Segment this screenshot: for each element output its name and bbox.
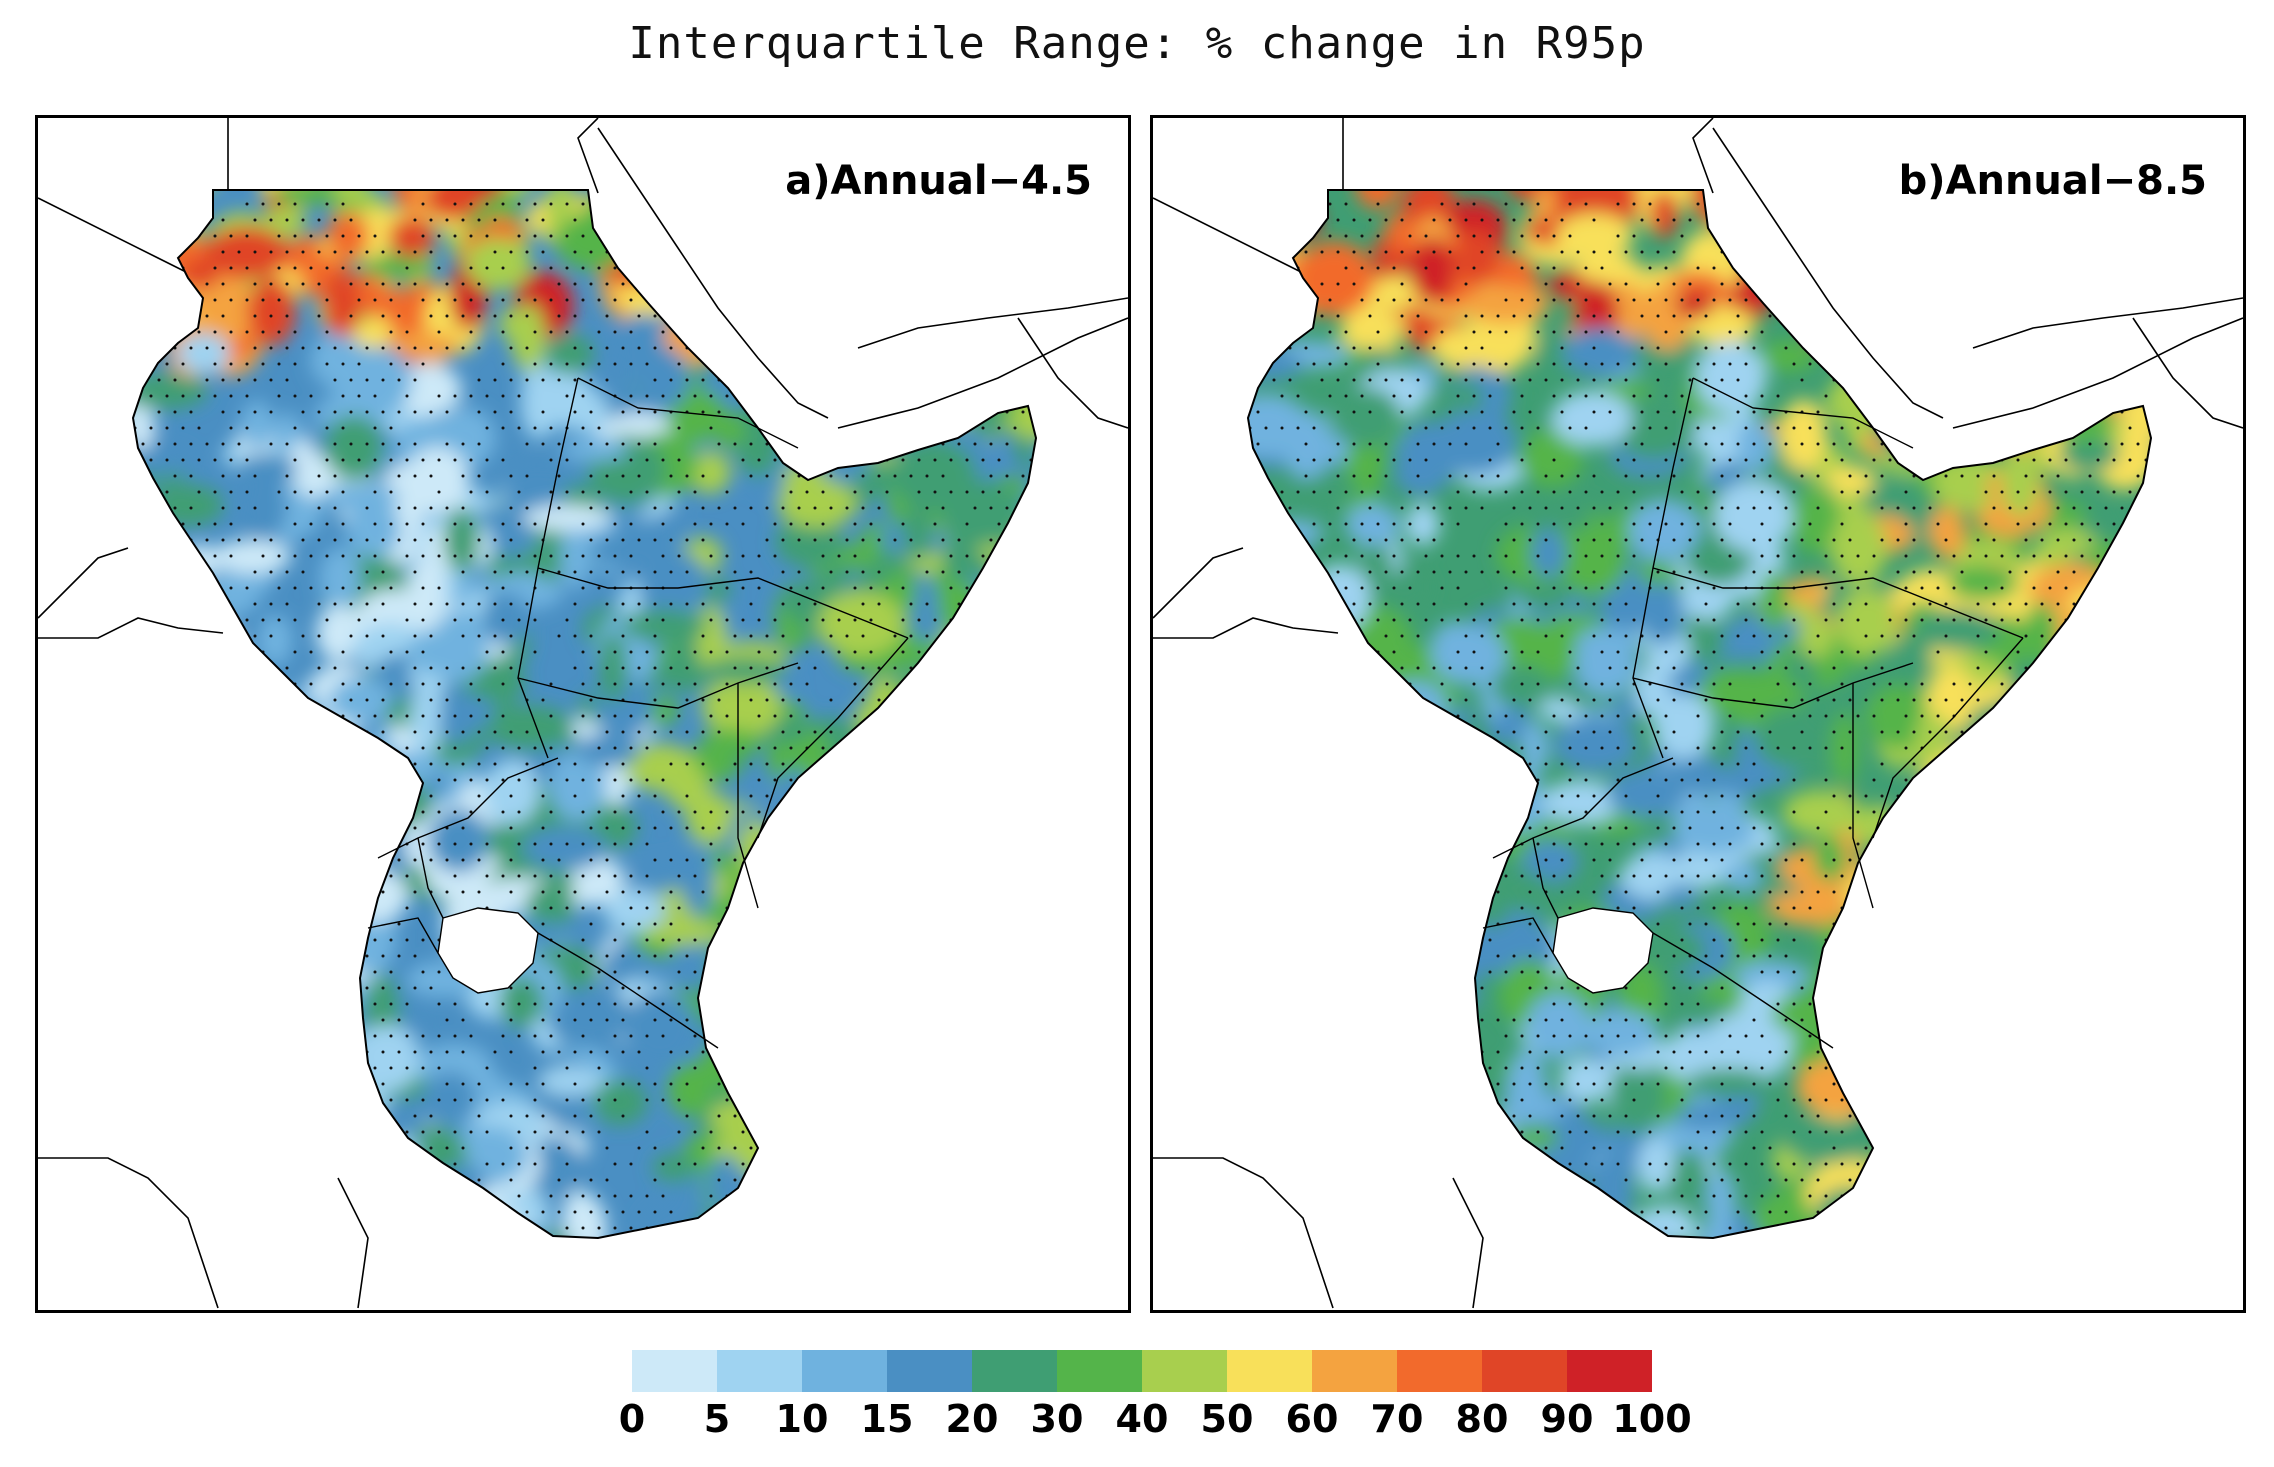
colorbar-tick-label: 90: [1540, 1397, 1594, 1441]
colorbar-tick-label: 40: [1115, 1397, 1169, 1441]
colorbar-tick-label: 80: [1455, 1397, 1509, 1441]
colorbar-tick-label: 50: [1200, 1397, 1254, 1441]
background-coastline: [1952, 317, 2243, 429]
colorbar-swatch: [972, 1350, 1057, 1392]
country-border: [1652, 567, 2024, 639]
map-panel-b: b)Annual−8.5: [1150, 115, 2246, 1313]
country-border: [517, 662, 799, 709]
background-coastline: [1153, 617, 1339, 639]
country-border: [367, 917, 439, 954]
colorbar-tick-label: 30: [1030, 1397, 1084, 1441]
background-coastline: [577, 118, 599, 194]
map-canvas-a: [38, 118, 1128, 1309]
background-coastline: [38, 1157, 219, 1309]
colorbar-swatch: [632, 1350, 717, 1392]
colorbar-swatch: [1057, 1350, 1142, 1392]
colorbar-swatch: [1397, 1350, 1482, 1392]
colorbar-tick-label: 0: [618, 1397, 646, 1441]
background-coastline: [1153, 1157, 1334, 1309]
background-coastline: [1017, 317, 1128, 429]
colorbar-swatch: [887, 1350, 972, 1392]
map-panel-a: a)Annual−4.5: [35, 115, 1131, 1313]
country-border: [1482, 917, 1554, 954]
country-border: [737, 683, 759, 909]
country-border: [1632, 662, 1914, 709]
background-coastline: [337, 1177, 369, 1309]
background-coastline: [857, 297, 1128, 349]
background-coastline: [1972, 297, 2243, 349]
country-border: [377, 757, 559, 859]
panel-label-b: b)Annual−8.5: [1898, 158, 2207, 204]
region-coastline: [131, 189, 1038, 1240]
background-coastline: [1153, 547, 1244, 619]
background-coastline: [1692, 118, 1714, 194]
country-border: [1872, 637, 2024, 839]
background-coastline: [597, 127, 829, 419]
country-border: [537, 932, 719, 1049]
lake-victoria: [437, 907, 539, 994]
colorbar-tick-label: 20: [945, 1397, 999, 1441]
background-coastline: [1712, 127, 1944, 419]
colorbar-swatch: [717, 1350, 802, 1392]
background-coastline: [837, 317, 1128, 429]
colorbar-tick-label: 10: [775, 1397, 829, 1441]
country-border: [537, 567, 909, 639]
background-coastline: [1452, 1177, 1484, 1309]
colorbar: [632, 1350, 1652, 1392]
colorbar-swatch: [1482, 1350, 1567, 1392]
colorbar-swatch: [1142, 1350, 1227, 1392]
country-border: [1692, 377, 1914, 449]
colorbar-swatch: [1312, 1350, 1397, 1392]
colorbar-swatch: [1567, 1350, 1652, 1392]
background-coastline: [38, 617, 224, 639]
figure-title: Interquartile Range: % change in R95p: [628, 18, 1646, 69]
colorbar-tick-label: 70: [1370, 1397, 1424, 1441]
country-border: [757, 637, 909, 839]
country-border: [1652, 932, 1834, 1049]
panel-label-a: a)Annual−4.5: [785, 158, 1092, 204]
lake-victoria: [1552, 907, 1654, 994]
colorbar-ticks: 0 5 10 15 20 30 40 50 60 70 80 90 100: [619, 1397, 1692, 1447]
country-border: [1492, 757, 1674, 859]
colorbar-swatch: [1227, 1350, 1312, 1392]
colorbar-tick-label: 60: [1285, 1397, 1339, 1441]
colorbar-tick-label: 15: [860, 1397, 914, 1441]
colorbar-tick-label: 100: [1612, 1397, 1692, 1441]
country-border: [1532, 837, 1559, 919]
country-border: [577, 377, 799, 449]
country-border: [1852, 683, 1874, 909]
background-coastline: [2132, 317, 2243, 429]
map-canvas-b: [1153, 118, 2243, 1309]
region-coastline: [1246, 189, 2153, 1240]
background-coastline: [38, 547, 129, 619]
colorbar-swatch: [802, 1350, 887, 1392]
colorbar-tick-label: 5: [703, 1397, 731, 1441]
country-border: [417, 837, 444, 919]
